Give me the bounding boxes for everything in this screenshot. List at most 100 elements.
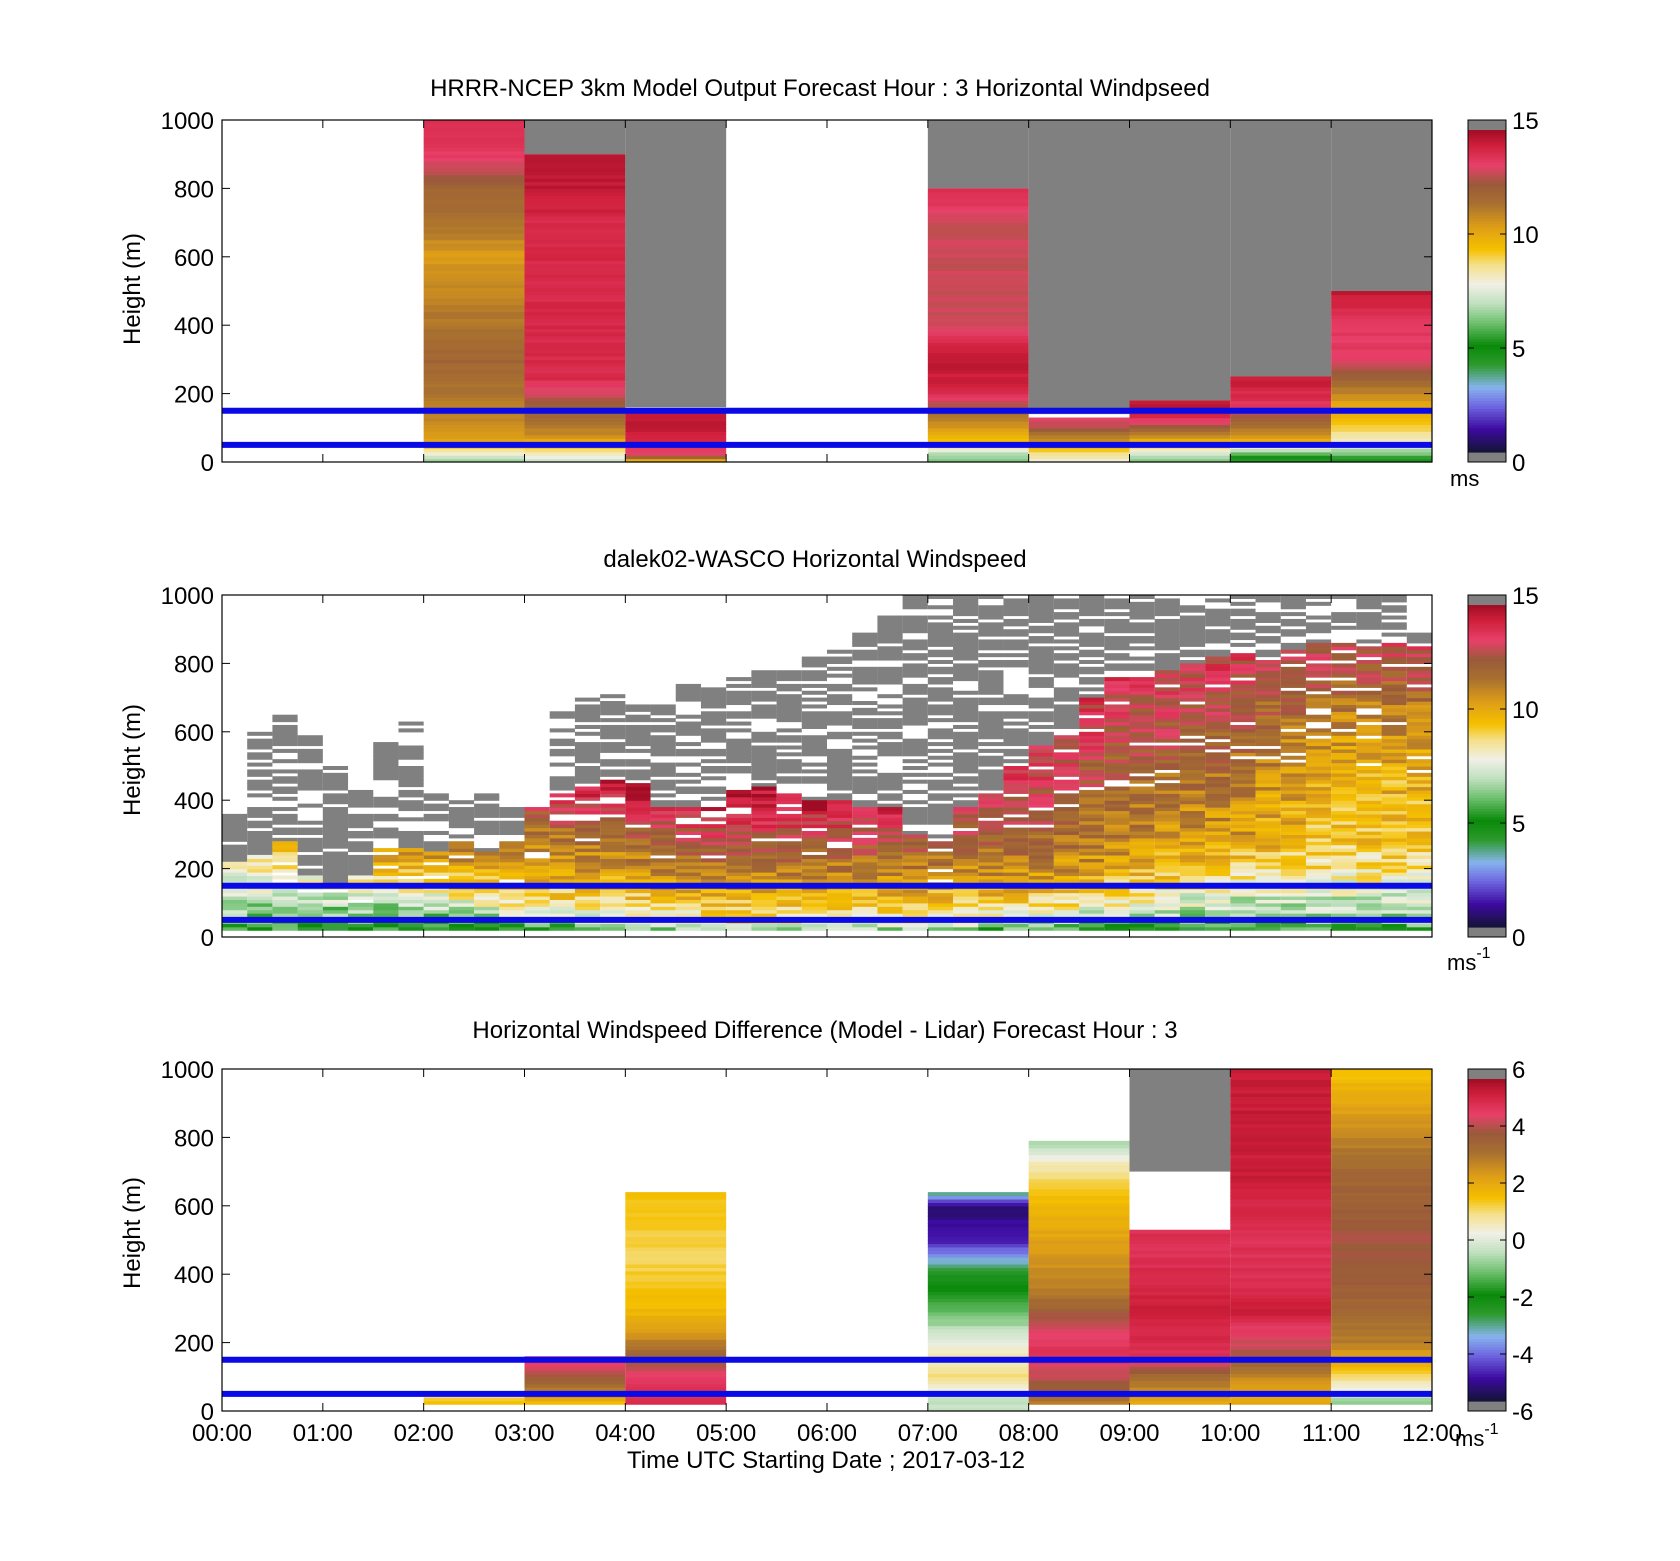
heatmap-cell: [1331, 735, 1357, 740]
heatmap-cell: [927, 895, 954, 900]
heatmap-cell: [549, 830, 575, 835]
heatmap-cell: [398, 902, 424, 907]
heatmap-cell: [1129, 1387, 1231, 1392]
missing-cell: [423, 803, 449, 808]
heatmap-cell: [1255, 837, 1281, 842]
heatmap-cell: [1280, 830, 1306, 835]
heatmap-cell: [776, 899, 802, 904]
colorbar-swatch: [1468, 1299, 1506, 1303]
heatmap-cell: [1305, 762, 1332, 767]
heatmap-cell: [524, 813, 550, 818]
heatmap-cell: [549, 895, 575, 900]
y-tick-label: 800: [174, 176, 214, 203]
colorbar-swatch: [1468, 1358, 1506, 1362]
missing-cell: [953, 677, 979, 682]
colorbar-swatch: [1468, 1304, 1506, 1308]
missing-cell: [978, 632, 1004, 637]
heatmap-cell: [474, 909, 500, 914]
heatmap-cell: [1230, 379, 1332, 384]
missing-cell: [953, 612, 979, 617]
heatmap-cell: [1003, 895, 1029, 900]
colorbar-swatch: [1468, 299, 1506, 303]
missing-cell: [474, 807, 500, 812]
heatmap-cell: [1381, 807, 1407, 812]
missing-cell: [322, 878, 349, 883]
heatmap-cell: [1053, 817, 1080, 822]
heatmap-cell: [499, 868, 525, 873]
heatmap-cell: [877, 824, 903, 829]
heatmap-cell: [1205, 827, 1231, 832]
heatmap-cell: [1104, 704, 1130, 709]
heatmap-cell: [1356, 868, 1382, 873]
missing-cell: [978, 625, 1004, 630]
heatmap-cell: [1205, 892, 1231, 897]
heatmap-cell: [474, 923, 500, 928]
heatmap-cell: [1406, 707, 1432, 712]
heatmap-cell: [1280, 697, 1306, 702]
heatmap-cell: [927, 1407, 1029, 1412]
heatmap-cell: [1230, 1236, 1332, 1241]
panel-model-title: HRRR-NCEP 3km Model Output Forecast Hour…: [430, 75, 1210, 102]
heatmap-cell: [1331, 1079, 1432, 1084]
y-tick-label: 0: [201, 925, 214, 952]
heatmap-cell: [927, 359, 1029, 364]
heatmap-cell: [1104, 745, 1130, 750]
missing-cell: [1154, 629, 1180, 634]
missing-cell: [448, 817, 475, 822]
missing-cell: [927, 595, 954, 600]
missing-cell: [1356, 639, 1382, 644]
heatmap-cell: [625, 820, 651, 825]
colorbar-swatch: [1468, 315, 1506, 319]
heatmap-cell: [1154, 841, 1180, 846]
heatmap-cell: [625, 841, 651, 846]
heatmap-cell: [373, 875, 399, 880]
heatmap-cell: [927, 260, 1029, 265]
heatmap-cell: [1230, 1209, 1332, 1214]
heatmap-cell: [1129, 458, 1231, 463]
heatmap-cell: [423, 208, 525, 213]
missing-cell: [574, 748, 601, 753]
heatmap-cell: [1255, 906, 1281, 911]
heatmap-cell: [1028, 796, 1054, 801]
heatmap-cell: [423, 926, 449, 931]
heatmap-cell: [1280, 707, 1306, 712]
missing-cell: [852, 800, 878, 805]
heatmap-cell: [1356, 653, 1382, 658]
missing-cell: [1255, 612, 1281, 617]
heatmap-cell: [524, 304, 626, 309]
heatmap-cell: [1305, 796, 1332, 801]
missing-cell: [1154, 608, 1180, 613]
heatmap-cell: [1230, 906, 1256, 911]
heatmap-cell: [726, 865, 752, 870]
missing-cell: [902, 759, 928, 764]
heatmap-cell: [499, 872, 525, 877]
colorbar-swatch: [1468, 1392, 1506, 1397]
missing-cell: [852, 779, 878, 784]
heatmap-cell: [1003, 796, 1029, 801]
heatmap-cell: [1028, 1240, 1130, 1245]
heatmap-cell: [524, 198, 626, 203]
heatmap-cell: [927, 328, 1029, 333]
missing-cell: [247, 841, 273, 846]
heatmap-cell: [1230, 817, 1256, 822]
heatmap-cell: [1356, 793, 1382, 798]
heatmap-cell: [776, 895, 802, 900]
colorbar-swatch: [1468, 1256, 1506, 1260]
missing-cell: [1028, 701, 1054, 706]
heatmap-cell: [1331, 1185, 1432, 1190]
heatmap-cell: [978, 889, 1004, 894]
heatmap-cell: [927, 253, 1029, 258]
heatmap-cell: [272, 865, 298, 870]
heatmap-cell: [1129, 834, 1155, 839]
heatmap-cell: [423, 304, 525, 309]
heatmap-cell: [398, 854, 424, 859]
heatmap-cell: [927, 1404, 1029, 1409]
heatmap-cell: [1331, 663, 1357, 668]
heatmap-cell: [675, 875, 701, 880]
heatmap-cell: [524, 837, 550, 842]
heatmap-cell: [524, 810, 550, 815]
heatmap-cell: [423, 284, 525, 289]
heatmap-cell: [1280, 714, 1306, 719]
heatmap-cell: [1331, 1096, 1432, 1101]
heatmap-cell: [1331, 1315, 1432, 1320]
